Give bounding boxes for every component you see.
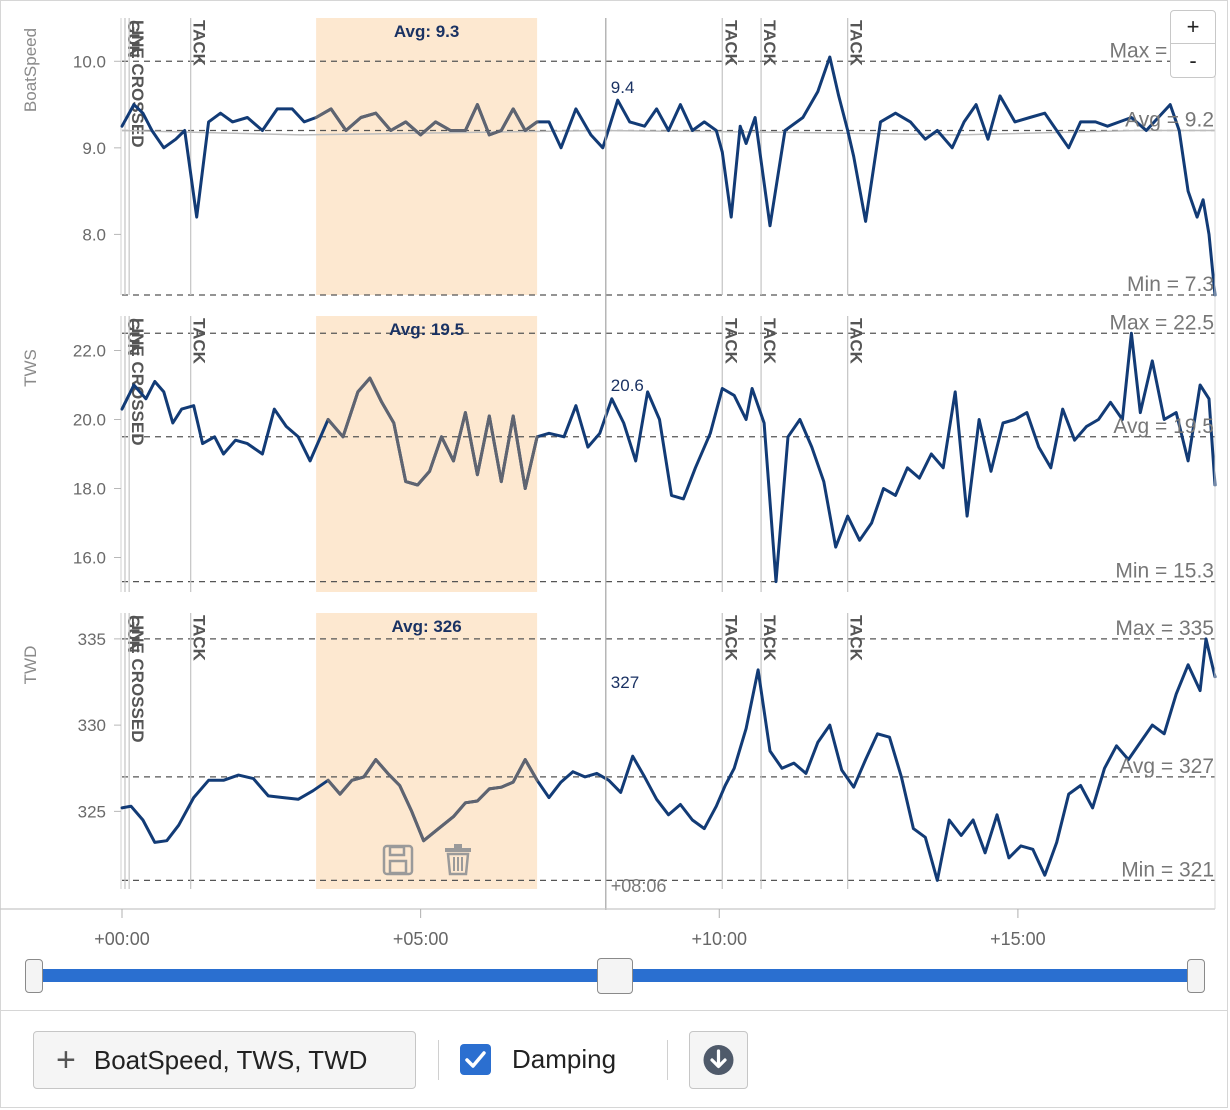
selection-region <box>316 613 538 889</box>
series-line-tws <box>120 331 1217 584</box>
avg-label: Avg = 9.2 <box>1125 109 1214 132</box>
x-tick-label: +15:00 <box>990 929 1046 949</box>
event-label: TACK <box>721 20 740 67</box>
series-line-twd <box>120 637 1217 882</box>
toolbar-separator <box>438 1040 439 1080</box>
range-start-handle[interactable] <box>25 959 43 993</box>
selection-avg-label: Avg: 19.5 <box>389 320 464 339</box>
selection-region <box>316 18 538 295</box>
min-label: Min = 15.3 <box>1115 560 1214 583</box>
event-label: TACK <box>760 318 779 365</box>
y-tick-label: 20.0 <box>73 411 106 430</box>
x-tick-label: +00:00 <box>94 929 150 949</box>
zoom-out-button[interactable]: - <box>1170 44 1216 78</box>
y-tick-label: 8.0 <box>82 225 106 244</box>
channels-button-label: BoatSpeed, TWS, TWD <box>93 1044 368 1075</box>
add-channels-button[interactable]: + BoatSpeed, TWS, TWD <box>33 1031 416 1089</box>
x-tick-label: +10:00 <box>691 929 747 949</box>
plus-icon: + <box>56 1041 76 1079</box>
y-tick-label: 10.0 <box>73 52 106 71</box>
damping-checkbox[interactable] <box>460 1044 491 1075</box>
toolbar-separator <box>667 1040 668 1080</box>
panel-title: BoatSpeed <box>21 28 40 112</box>
selection-avg-label: Avg: 326 <box>391 617 461 636</box>
event-label: LINE CROSSED <box>128 615 147 743</box>
y-tick-label: 325 <box>78 802 106 821</box>
range-cursor-handle[interactable] <box>597 958 633 994</box>
y-tick-label: 18.0 <box>73 480 106 499</box>
save-selection-icon[interactable] <box>382 844 414 876</box>
cursor-value-label: 9.4 <box>611 78 635 97</box>
zoom-in-button[interactable]: + <box>1170 10 1216 44</box>
y-tick-label: 9.0 <box>82 139 106 158</box>
selected-series-segment <box>326 758 539 843</box>
event-label: LINE CROSSED <box>128 20 147 148</box>
y-tick-label: 335 <box>78 630 106 649</box>
event-label: TACK <box>760 615 779 662</box>
download-icon <box>703 1045 734 1075</box>
avg-label: Avg = 327 <box>1119 755 1214 778</box>
event-label: TACK <box>847 615 866 662</box>
event-label: TACK <box>190 20 209 67</box>
event-label: TACK <box>847 318 866 365</box>
download-button[interactable] <box>689 1031 748 1089</box>
cursor-time-label: +08:06 <box>611 876 667 896</box>
cursor-value-label: 20.6 <box>611 376 644 395</box>
reference-line <box>121 129 1215 136</box>
range-end-handle[interactable] <box>1187 959 1205 993</box>
event-label: TACK <box>190 615 209 662</box>
series-line-boatspeed <box>120 55 1217 297</box>
min-label: Min = 321 <box>1121 858 1214 881</box>
event-label: TACK <box>847 20 866 67</box>
event-label: TACK <box>721 318 740 365</box>
x-tick-label: +05:00 <box>393 929 449 949</box>
max-label: Max = 335 <box>1115 617 1214 640</box>
selection-avg-label: Avg: 9.3 <box>394 22 460 41</box>
cursor-value-label: 327 <box>611 673 639 692</box>
checkmark-icon <box>465 1051 486 1068</box>
selected-series-segment <box>326 376 539 490</box>
event-label: TACK <box>721 615 740 662</box>
damping-label: Damping <box>512 1044 617 1074</box>
min-label: Min = 7.3 <box>1127 273 1214 296</box>
avg-label: Avg = 19.5 <box>1113 415 1214 438</box>
selection-region <box>316 316 538 592</box>
y-tick-label: 22.0 <box>73 342 106 361</box>
event-label: LINE CROSSED <box>128 318 147 446</box>
panel-title: TWS <box>21 349 40 387</box>
toolbar-divider <box>0 1010 1228 1011</box>
y-tick-label: 16.0 <box>73 549 106 568</box>
delete-selection-icon[interactable] <box>445 844 471 876</box>
event-label: TACK <box>190 318 209 365</box>
selected-series-segment <box>314 103 539 137</box>
max-label: Max = 22.5 <box>1110 311 1214 334</box>
y-tick-label: 330 <box>78 716 106 735</box>
panel-title: TWD <box>21 646 40 685</box>
event-label: TACK <box>760 20 779 67</box>
